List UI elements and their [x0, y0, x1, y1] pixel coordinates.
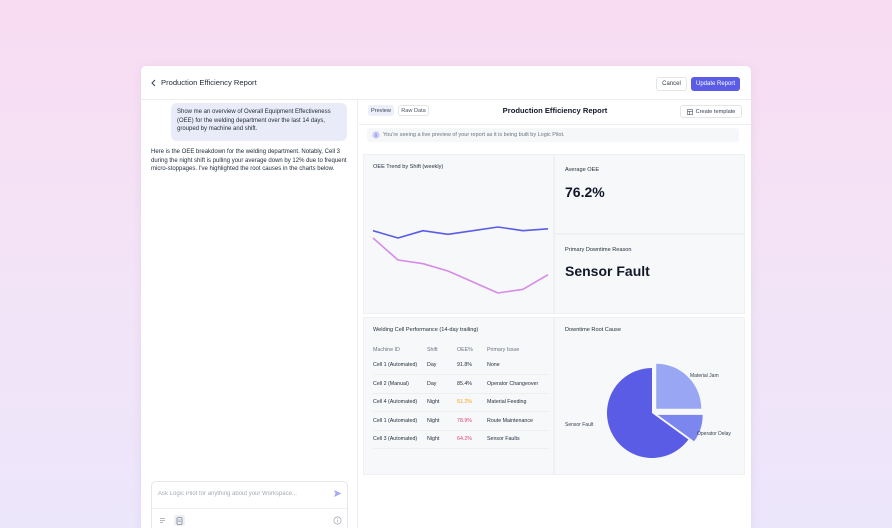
user-message: Show me an overview of Overall Equipment…	[171, 103, 347, 141]
table-row: Cell 1 (Automated) Day 91.8% None	[373, 356, 549, 375]
oee-trend-panel	[363, 154, 554, 314]
send-icon[interactable]	[332, 488, 343, 499]
cell-issue: Material Feeding	[487, 393, 549, 412]
report-preview-panel: Preview Raw Data Production Efficiency R…	[359, 100, 751, 528]
cell-shift: Night	[427, 393, 457, 412]
col-header-oee: OEE%	[457, 346, 473, 353]
pie-slice-operator-delay	[657, 414, 703, 442]
live-preview-banner: You're seeing a live preview of your rep…	[367, 128, 739, 142]
cell-machine: Cell 4 (Automated)	[373, 393, 427, 412]
pie-slice-sensor-fault	[607, 368, 689, 458]
update-report-button[interactable]: Update Report	[691, 77, 740, 91]
chat-panel: Show me an overview of Overall Equipment…	[141, 100, 358, 528]
col-header-machine: Machine ID	[373, 346, 400, 353]
average-oee-label: Average OEE	[565, 167, 600, 173]
preview-divider	[359, 124, 751, 125]
info-icon	[372, 131, 380, 139]
series-line-day-shift	[372, 226, 549, 239]
assistant-message: Here is the OEE breakdown for the weldin…	[151, 149, 347, 173]
col-header-shift: Shift	[427, 346, 438, 353]
cell-issue: Operator Changeover	[487, 374, 549, 394]
report-builder-window: Production Efficiency Report Cancel Upda…	[141, 66, 751, 528]
downtime-reason-card	[554, 234, 745, 314]
cell-shift: Night	[427, 430, 457, 449]
cell-issue: None	[487, 356, 549, 375]
cell-machine: Cell 3 (Automated)	[373, 430, 427, 449]
tab-preview[interactable]: Preview	[368, 105, 394, 116]
info-icon[interactable]	[332, 515, 343, 526]
downtime-reason-value: Sensor Fault	[565, 263, 650, 279]
oee-trend-chart	[372, 226, 549, 294]
cell-machine: Cell 2 (Manual)	[373, 374, 427, 394]
report-title: Production Efficiency Report	[502, 106, 608, 115]
create-template-label: Create template	[695, 108, 736, 115]
cell-oee: 51.2%	[457, 393, 487, 412]
chat-composer	[151, 481, 348, 528]
cancel-button[interactable]: Cancel	[656, 77, 687, 91]
chat-input[interactable]	[158, 489, 323, 499]
pie-label-material-jam: Material Jam	[690, 373, 719, 379]
table-body: Cell 1 (Automated) Day 91.8% None Cell 2 (Ma…	[373, 356, 549, 449]
pie-slice-material-jam	[656, 363, 702, 409]
document-icon[interactable]	[174, 515, 185, 526]
top-bar: Production Efficiency Report Cancel Upda…	[141, 66, 751, 100]
oee-trend-title: OEE Trend by Shift (weekly)	[373, 164, 444, 170]
cell-issue: Route Maintenance	[487, 411, 549, 431]
cell-machine: Cell 1 (Automated)	[373, 411, 427, 431]
series-line-night-shift	[372, 237, 549, 294]
table-header-row: Machine ID Shift OEE% Primary Issue	[373, 343, 549, 356]
tab-raw-data[interactable]: Raw Data	[398, 105, 429, 116]
downtime-reason-label: Primary Downtime Reason	[565, 247, 632, 253]
cell-oee: 91.8%	[457, 356, 487, 375]
chevron-left-icon[interactable]	[149, 78, 159, 88]
table-row: Cell 1 (Automated) Night 78.9% Route Mainte…	[373, 411, 549, 431]
cell-shift: Day	[427, 374, 457, 394]
cell-oee: 64.2%	[457, 430, 487, 449]
table-row: Cell 4 (Automated) Night 51.2% Material Fee…	[373, 393, 549, 412]
pie-label-operator-delay: Operator Delay	[697, 431, 731, 437]
average-oee-card	[554, 154, 745, 234]
downtime-root-cause-chart: Sensor Fault Material Jam Operator Delay	[565, 363, 731, 458]
cell-oee: 85.4%	[457, 374, 487, 394]
average-oee-value: 76.2%	[565, 184, 605, 200]
cell-oee: 78.9%	[457, 411, 487, 431]
pie-label-sensor-fault: Sensor Fault	[565, 422, 594, 428]
attach-list-icon[interactable]	[157, 515, 168, 526]
pie-title: Downtime Root Cause	[565, 327, 621, 333]
cell-machine: Cell 1 (Automated)	[373, 356, 427, 375]
cell-shift: Day	[427, 356, 457, 375]
composer-divider	[152, 508, 347, 509]
welding-performance-table: Machine ID Shift OEE% Primary Issue Cell…	[373, 343, 549, 449]
table-title: Welding Cell Performance (14-day trailin…	[373, 327, 479, 333]
create-template-button[interactable]: Create template	[680, 105, 742, 118]
banner-text: You're seeing a live preview of your rep…	[383, 132, 565, 138]
cell-shift: Night	[427, 411, 457, 431]
table-row: Cell 3 (Automated) Night 64.2% Sensor Fault…	[373, 430, 549, 449]
col-header-issue: Primary Issue	[487, 346, 520, 353]
page-title: Production Efficiency Report	[161, 78, 257, 87]
template-icon	[686, 108, 693, 115]
cell-issue: Sensor Faults	[487, 430, 549, 449]
table-row: Cell 2 (Manual) Day 85.4% Operator Changeov…	[373, 374, 549, 394]
